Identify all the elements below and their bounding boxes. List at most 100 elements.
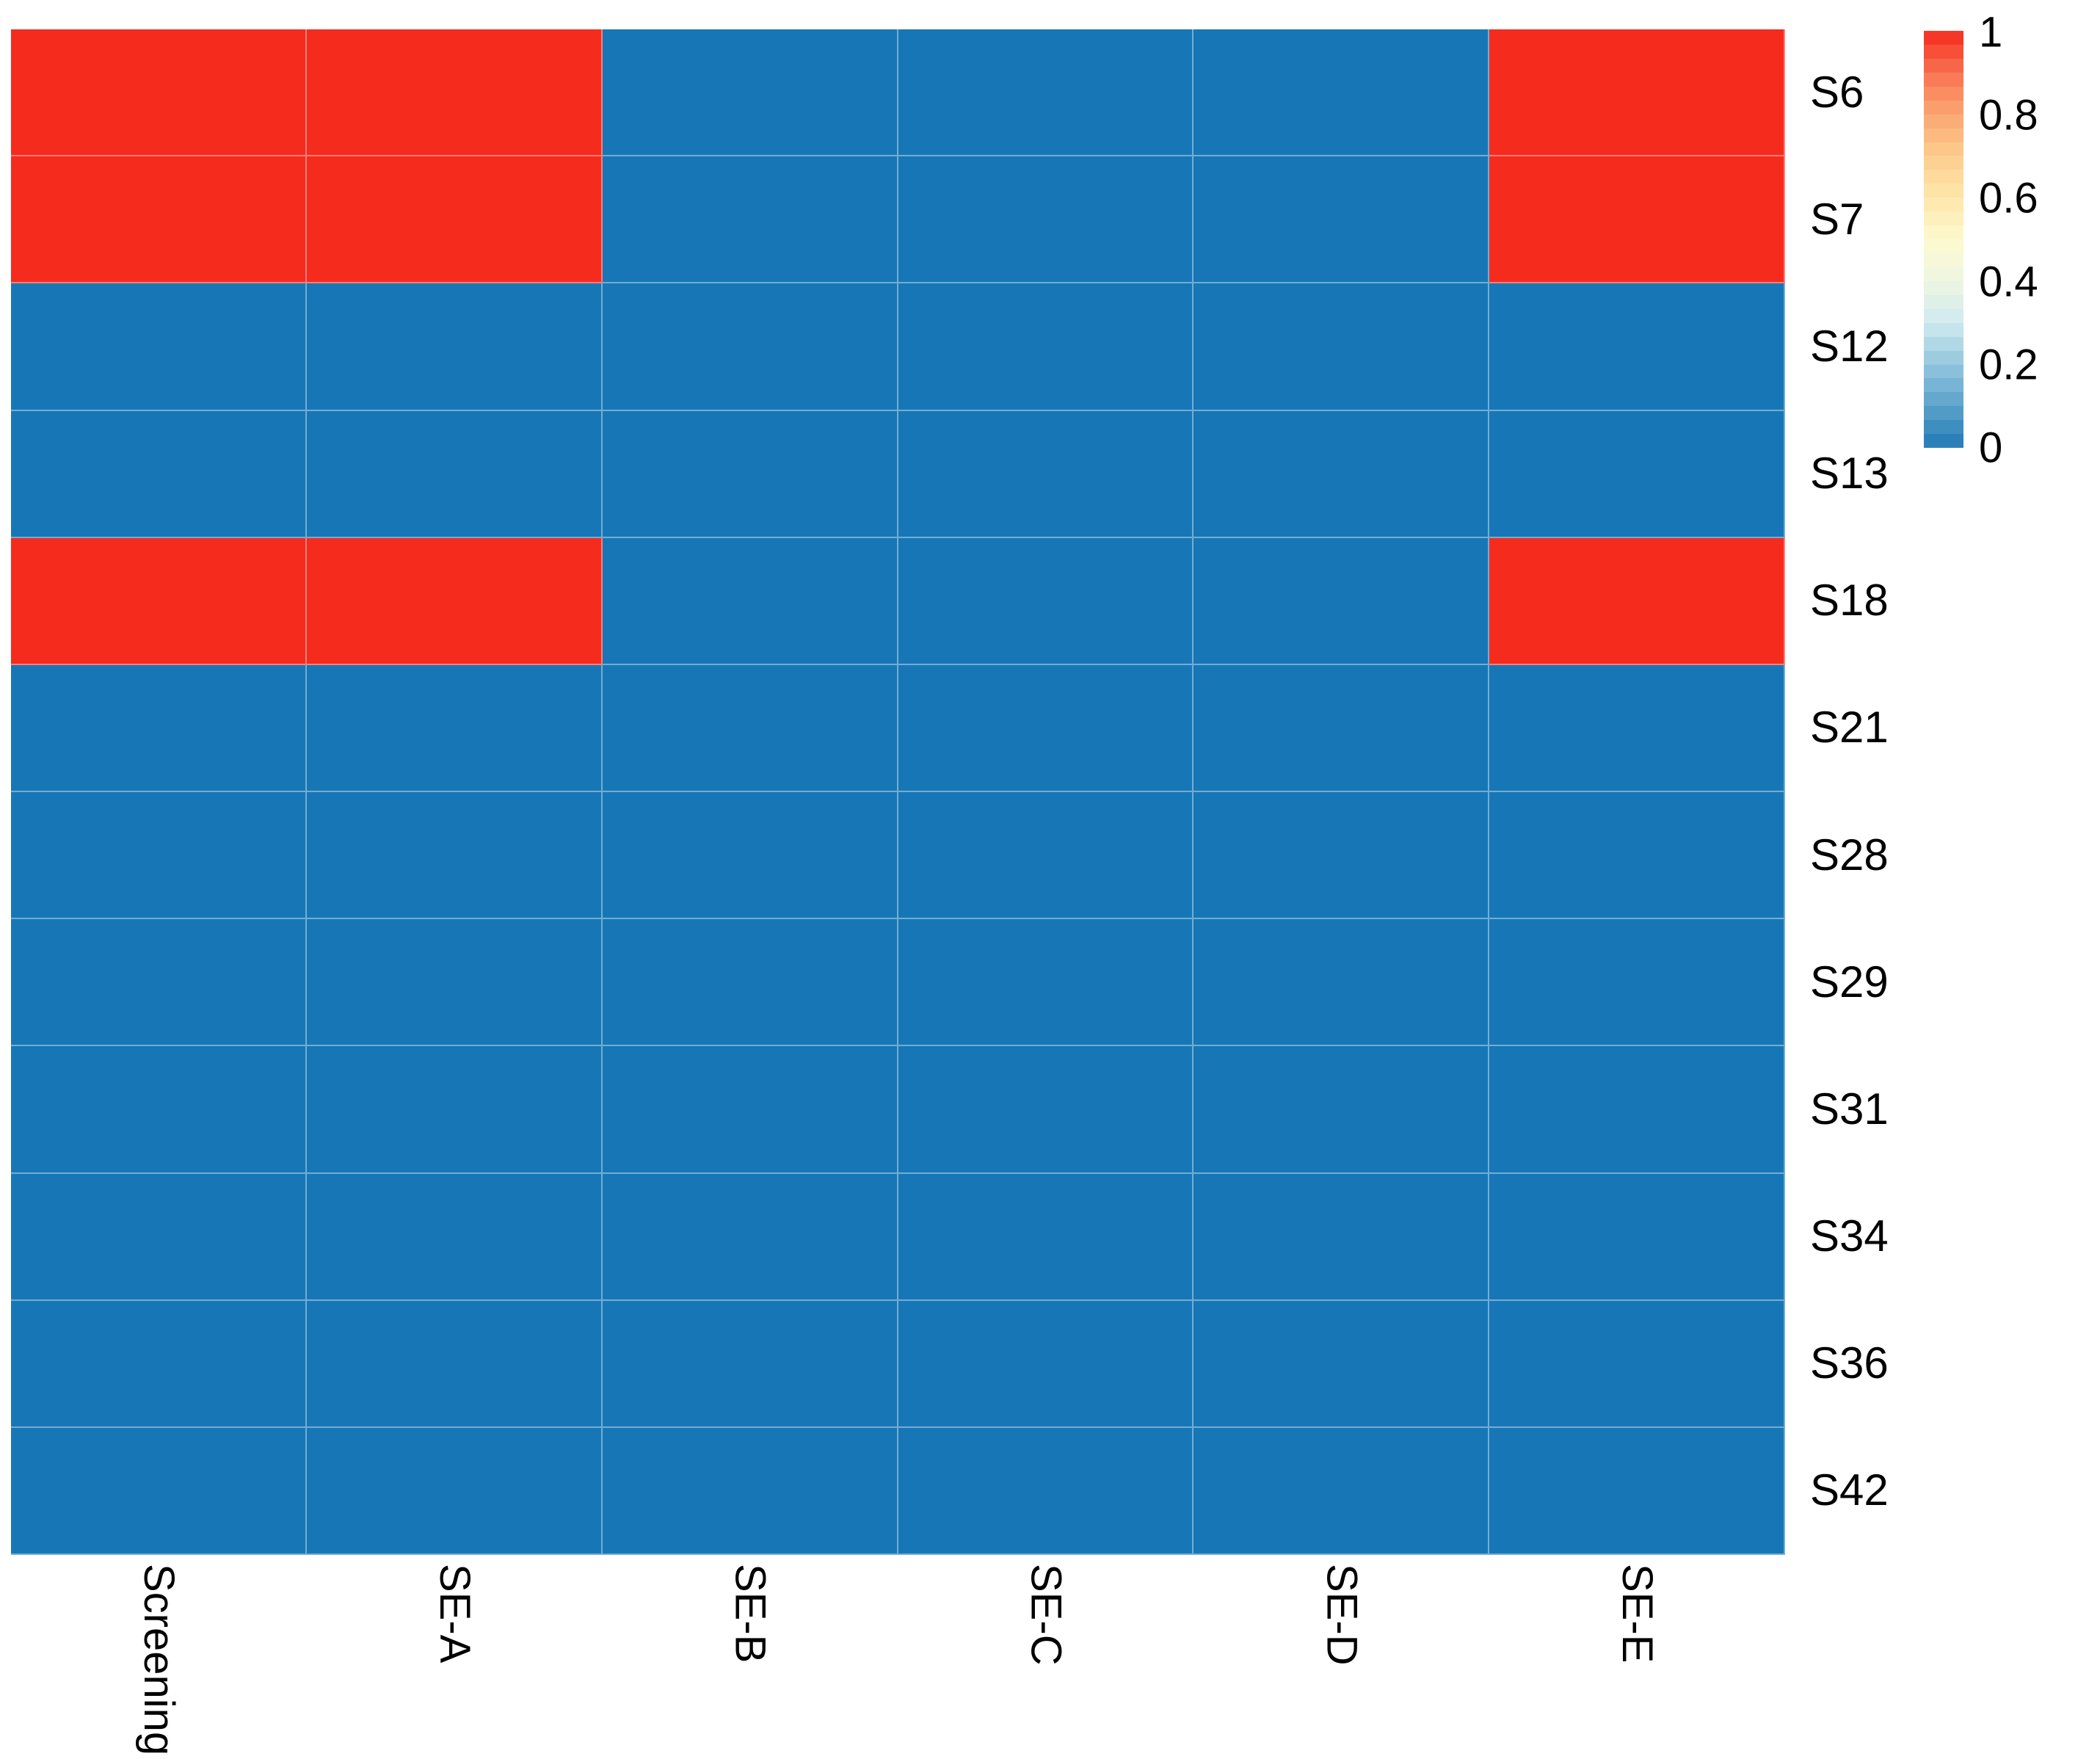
colorbar-band bbox=[1924, 142, 1963, 156]
heatmap-cell-S18-SE-A bbox=[306, 537, 603, 665]
colorbar-tick-0.6: 0.6 bbox=[1979, 174, 2038, 222]
colorbar-tick-0.8: 0.8 bbox=[1979, 91, 2038, 139]
heatmap-cell-S28-SE-C bbox=[898, 792, 1194, 920]
heatmap-cell-S6-SE-C bbox=[898, 29, 1194, 157]
colorbar-band bbox=[1924, 31, 1963, 45]
colorbar-band bbox=[1924, 336, 1963, 351]
heatmap-cell-S28-SE-E bbox=[1489, 792, 1785, 920]
colorbar-band bbox=[1924, 280, 1963, 295]
heatmap-cell-S12-SE-A bbox=[306, 283, 603, 411]
colorbar-band bbox=[1924, 170, 1963, 184]
heatmap-cell-S7-SE-A bbox=[306, 156, 603, 284]
row-label-S29: S29 bbox=[1810, 957, 1889, 1007]
heatmap-cell-S42-SE-A bbox=[306, 1427, 603, 1555]
heatmap-cell-S6-SE-D bbox=[1193, 29, 1490, 157]
colorbar-band bbox=[1924, 364, 1963, 379]
heatmap-cell-S13-SE-A bbox=[306, 410, 603, 538]
row-label-S13: S13 bbox=[1810, 449, 1889, 498]
heatmap-cell-S6-Screening bbox=[11, 29, 307, 157]
colorbar-band bbox=[1924, 308, 1963, 323]
heatmap-cell-S12-SE-B bbox=[602, 283, 898, 411]
heatmap-cell-S34-SE-C bbox=[898, 1173, 1194, 1301]
heatmap-cell-S21-SE-A bbox=[306, 664, 603, 792]
heatmap-cell-S36-Screening bbox=[11, 1300, 307, 1428]
colorbar-tick-0.2: 0.2 bbox=[1979, 341, 2038, 389]
colorbar-band bbox=[1924, 294, 1963, 309]
colorbar-legend bbox=[1924, 31, 1963, 449]
heatmap-cell-S28-SE-D bbox=[1193, 792, 1490, 920]
heatmap-cell-S31-SE-B bbox=[602, 1046, 898, 1174]
heatmap-cell-S34-SE-A bbox=[306, 1173, 603, 1301]
heatmap-cell-S31-SE-D bbox=[1193, 1046, 1490, 1174]
colorbar-band bbox=[1924, 322, 1963, 337]
heatmap-cell-S18-Screening bbox=[11, 537, 307, 665]
row-label-S28: S28 bbox=[1810, 830, 1889, 879]
heatmap-cell-S28-SE-A bbox=[306, 792, 603, 920]
colorbar-band bbox=[1924, 58, 1963, 73]
heatmap-cell-S34-SE-E bbox=[1489, 1173, 1785, 1301]
colorbar-band bbox=[1924, 72, 1963, 87]
heatmap-cell-S28-Screening bbox=[11, 792, 307, 920]
colorbar-band bbox=[1924, 406, 1963, 421]
colorbar-band bbox=[1924, 253, 1963, 267]
colorbar-band bbox=[1924, 378, 1963, 393]
heatmap-cell-S31-SE-E bbox=[1489, 1046, 1785, 1174]
colorbar-tick-0: 0 bbox=[1979, 424, 2003, 472]
heatmap-cell-S29-SE-B bbox=[602, 919, 898, 1047]
heatmap-cell-S29-SE-C bbox=[898, 919, 1194, 1047]
colorbar-band bbox=[1924, 266, 1963, 281]
row-label-S6: S6 bbox=[1810, 67, 1864, 117]
colorbar-band bbox=[1924, 44, 1963, 59]
heatmap-cell-S21-SE-C bbox=[898, 664, 1194, 792]
row-label-S18: S18 bbox=[1810, 576, 1889, 625]
colorbar-tick-0.4: 0.4 bbox=[1979, 258, 2038, 306]
colorbar-band bbox=[1924, 434, 1963, 449]
heatmap-cell-S7-Screening bbox=[11, 156, 307, 284]
col-label-SE-B: SE-B bbox=[726, 1564, 774, 1664]
colorbar-band bbox=[1924, 114, 1963, 128]
heatmap-cell-S29-SE-E bbox=[1489, 919, 1785, 1047]
heatmap-cell-S7-SE-E bbox=[1489, 156, 1785, 284]
heatmap-cell-S34-Screening bbox=[11, 1173, 307, 1301]
heatmap-cell-S36-SE-A bbox=[306, 1300, 603, 1428]
heatmap-cell-S6-SE-A bbox=[306, 29, 603, 157]
colorbar-tick-1: 1 bbox=[1979, 8, 2003, 57]
heatmap-cell-S42-Screening bbox=[11, 1427, 307, 1555]
row-label-S34: S34 bbox=[1810, 1211, 1889, 1261]
heatmap-cell-S21-SE-D bbox=[1193, 664, 1490, 792]
heatmap-cell-S6-SE-E bbox=[1489, 29, 1785, 157]
row-label-S21: S21 bbox=[1810, 703, 1889, 752]
heatmap-cell-S12-SE-C bbox=[898, 283, 1194, 411]
heatmap-cell-S28-SE-B bbox=[602, 792, 898, 920]
heatmap-cell-S18-SE-B bbox=[602, 537, 898, 665]
heatmap-cell-S34-SE-B bbox=[602, 1173, 898, 1301]
col-label-SE-D: SE-D bbox=[1318, 1564, 1366, 1666]
heatmap-cell-S21-SE-E bbox=[1489, 664, 1785, 792]
heatmap-cell-S34-SE-D bbox=[1193, 1173, 1490, 1301]
heatmap-cell-S12-Screening bbox=[11, 283, 307, 411]
heatmap-cell-S42-SE-B bbox=[602, 1427, 898, 1555]
heatmap-cell-S29-SE-D bbox=[1193, 919, 1490, 1047]
row-label-S7: S7 bbox=[1810, 194, 1864, 244]
heatmap-cell-S18-SE-C bbox=[898, 537, 1194, 665]
row-label-S12: S12 bbox=[1810, 322, 1889, 371]
row-label-S36: S36 bbox=[1810, 1338, 1889, 1388]
heatmap-cell-S36-SE-E bbox=[1489, 1300, 1785, 1428]
colorbar-band bbox=[1924, 156, 1963, 170]
colorbar-band bbox=[1924, 100, 1963, 115]
heatmap-cell-S42-SE-D bbox=[1193, 1427, 1490, 1555]
heatmap-cell-S42-SE-E bbox=[1489, 1427, 1785, 1555]
colorbar-band bbox=[1924, 239, 1963, 253]
heatmap-cell-S7-SE-C bbox=[898, 156, 1194, 284]
heatmap-cell-S31-SE-C bbox=[898, 1046, 1194, 1174]
colorbar-band bbox=[1924, 225, 1963, 240]
heatmap-cell-S18-SE-E bbox=[1489, 537, 1785, 665]
col-label-Screening: Screening bbox=[134, 1564, 183, 1756]
heatmap-cell-S31-SE-A bbox=[306, 1046, 603, 1174]
colorbar-band bbox=[1924, 211, 1963, 226]
col-label-SE-E: SE-E bbox=[1613, 1564, 1662, 1664]
colorbar-band bbox=[1924, 86, 1963, 101]
heatmap-cell-S13-SE-C bbox=[898, 410, 1194, 538]
row-label-S42: S42 bbox=[1810, 1465, 1889, 1515]
heatmap-cell-S21-SE-B bbox=[602, 664, 898, 792]
